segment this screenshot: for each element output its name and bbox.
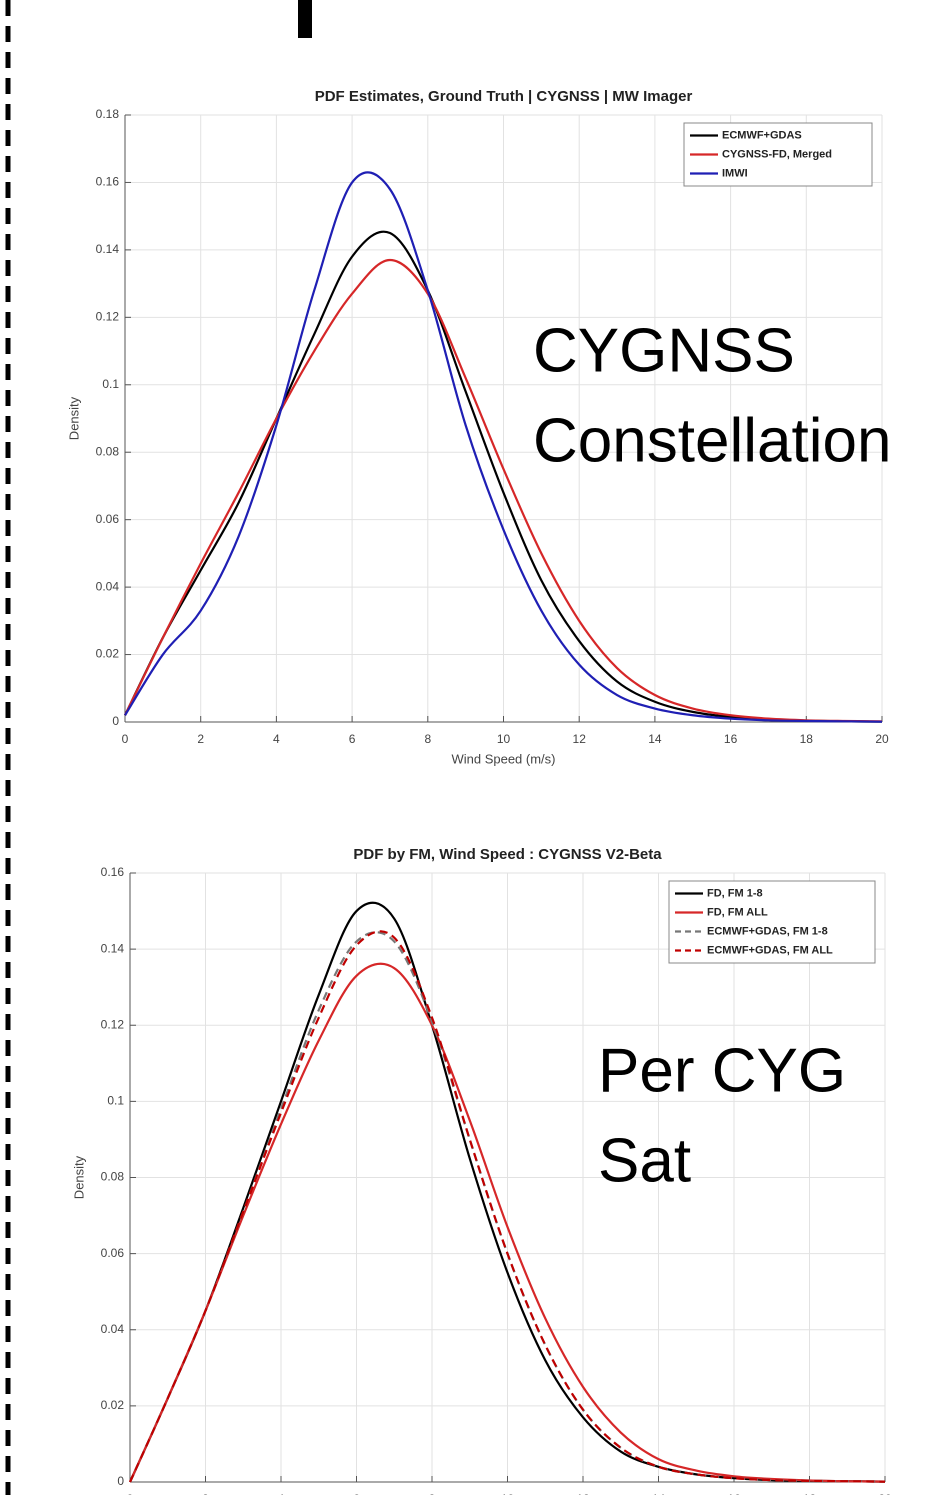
- y-tick-label: 0.06: [101, 1246, 125, 1260]
- series-line: [124, 171, 883, 723]
- x-tick-label: 12: [573, 732, 587, 746]
- x-tick-label: 18: [803, 1492, 817, 1495]
- y-tick-label: 0.1: [107, 1094, 124, 1108]
- y-tick-label: 0.16: [96, 175, 120, 189]
- chart: 0 2 4 6 8 10 12 14 16 18 20 0 0.02 0.04 0.06 0.08 0.1 0.1…: [71, 846, 892, 1495]
- x-tick-label: 4: [278, 1492, 285, 1495]
- x-tick-label: 0: [122, 732, 129, 746]
- y-tick-label: 0.14: [101, 941, 125, 955]
- chart-title: PDF Estimates, Ground Truth | CYGNSS | M…: [315, 88, 693, 105]
- y-tick-label: 0.12: [101, 1017, 125, 1031]
- x-tick-label: 2: [202, 1492, 209, 1495]
- y-tick-label: 0.1: [102, 377, 119, 391]
- y-tick-label: 0.06: [96, 512, 120, 526]
- y-tick-label: 0.08: [101, 1170, 125, 1184]
- y-tick-label: 0.02: [101, 1398, 125, 1412]
- annotation: Sat: [598, 1126, 691, 1195]
- y-tick-label: 0.18: [96, 107, 120, 121]
- y-tick-label: 0: [112, 714, 119, 728]
- x-tick-label: 6: [349, 732, 356, 746]
- x-tick-label: 20: [878, 1492, 892, 1495]
- annotation: CYGNSS: [533, 316, 795, 385]
- legend-label: ECMWF+GDAS, FM 1-8: [707, 925, 828, 937]
- x-tick-label: 16: [724, 732, 738, 746]
- x-tick-label: 16: [727, 1492, 741, 1495]
- series-line: [128, 930, 886, 1483]
- series-line: [124, 230, 883, 723]
- legend-label: ECMWF+GDAS: [722, 129, 802, 141]
- x-tick-label: 6: [353, 1492, 360, 1495]
- x-axis-label: Wind Speed (m/s): [451, 751, 555, 766]
- legend-label: FD, FM ALL: [707, 906, 768, 918]
- x-tick-label: 0: [127, 1492, 134, 1495]
- clipped-glyph: [298, 0, 312, 38]
- legend-label: IMWI: [722, 167, 748, 179]
- x-tick-label: 14: [648, 732, 662, 746]
- x-tick-label: 12: [576, 1492, 590, 1495]
- y-tick-label: 0.14: [96, 242, 120, 256]
- chart: 0 2 4 6 8 10 12 14 16 18 20 0 0.02 0.04 0.06 0.08 0.1 0.1…: [66, 88, 891, 766]
- y-tick-label: 0.04: [101, 1322, 125, 1336]
- y-axis-label: Density: [71, 1155, 86, 1199]
- annotation: Constellation: [533, 406, 891, 475]
- y-axis-label: Density: [66, 396, 81, 440]
- series-line: [128, 962, 886, 1483]
- y-tick-label: 0.16: [101, 865, 125, 879]
- chart-title: PDF by FM, Wind Speed : CYGNSS V2-Beta: [353, 846, 662, 863]
- x-tick-label: 8: [424, 732, 431, 746]
- x-tick-label: 10: [501, 1492, 515, 1495]
- y-tick-label: 0.08: [96, 444, 120, 458]
- x-tick-label: 14: [652, 1492, 666, 1495]
- annotation: Per CYG: [598, 1036, 846, 1105]
- x-tick-label: 2: [197, 732, 204, 746]
- x-tick-label: 8: [429, 1492, 436, 1495]
- series-line: [124, 258, 883, 723]
- legend-label: CYGNSS-FD, Merged: [722, 148, 832, 160]
- y-tick-label: 0: [117, 1474, 124, 1488]
- x-tick-label: 18: [800, 732, 814, 746]
- y-tick-label: 0.02: [96, 647, 120, 661]
- x-tick-label: 20: [875, 732, 889, 746]
- y-tick-label: 0.04: [96, 579, 120, 593]
- x-tick-label: 4: [273, 732, 280, 746]
- legend-label: ECMWF+GDAS, FM ALL: [707, 944, 833, 956]
- legend-box: [668, 880, 876, 964]
- y-tick-label: 0.12: [96, 310, 120, 324]
- x-tick-label: 10: [497, 732, 511, 746]
- legend-label: FD, FM 1-8: [707, 887, 763, 899]
